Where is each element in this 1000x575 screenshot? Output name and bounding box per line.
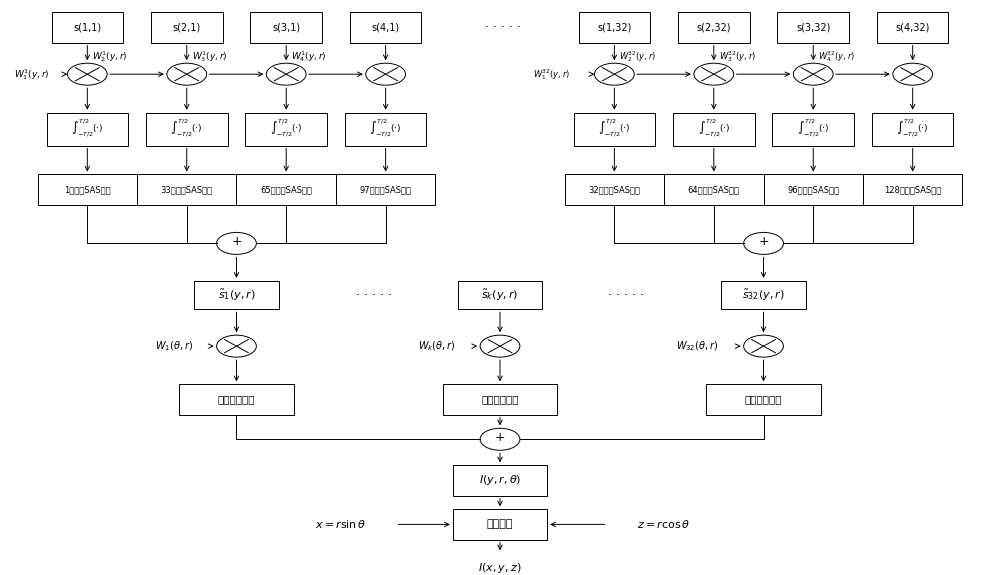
Text: $I(x,y,z)$: $I(x,y,z)$ (478, 561, 522, 575)
FancyBboxPatch shape (877, 13, 948, 43)
Text: s(2,1): s(2,1) (173, 22, 201, 33)
Text: s(1,32): s(1,32) (597, 22, 632, 33)
Text: $\int_{-T/2}^{T/2}(\cdot)$: $\int_{-T/2}^{T/2}(\cdot)$ (598, 118, 631, 140)
Text: $W_1^{32}(y,r)$: $W_1^{32}(y,r)$ (533, 67, 570, 82)
Text: 虚元相移数据: 虚元相移数据 (745, 394, 782, 404)
Text: $\int_{-T/2}^{T/2}(\cdot)$: $\int_{-T/2}^{T/2}(\cdot)$ (896, 118, 929, 140)
FancyBboxPatch shape (453, 465, 547, 496)
FancyBboxPatch shape (336, 174, 435, 205)
Text: $\tilde{s}_1(y,r)$: $\tilde{s}_1(y,r)$ (218, 288, 255, 302)
FancyBboxPatch shape (872, 113, 953, 145)
Text: 虚元相移数据: 虚元相移数据 (218, 394, 255, 404)
Text: s(4,32): s(4,32) (896, 22, 930, 33)
Text: 1号阵元SAS图像: 1号阵元SAS图像 (64, 185, 111, 194)
Text: s(3,32): s(3,32) (796, 22, 830, 33)
Text: · · · · ·: · · · · · (608, 289, 644, 301)
Text: $\int_{-T/2}^{T/2}(\cdot)$: $\int_{-T/2}^{T/2}(\cdot)$ (369, 118, 402, 140)
Text: $W_3^1(y,r)$: $W_3^1(y,r)$ (192, 49, 227, 63)
Text: $W_3^{32}(y,r)$: $W_3^{32}(y,r)$ (719, 49, 756, 63)
Text: s(1,1): s(1,1) (73, 22, 101, 33)
FancyBboxPatch shape (721, 281, 806, 309)
Text: 32号阵元SAS图像: 32号阵元SAS图像 (588, 185, 640, 194)
Text: $x=r\sin\theta$: $x=r\sin\theta$ (315, 519, 367, 530)
Text: +: + (758, 235, 769, 248)
Text: $\int_{-T/2}^{T/2}(\cdot)$: $\int_{-T/2}^{T/2}(\cdot)$ (698, 118, 730, 140)
Text: $W_{32}(\theta,r)$: $W_{32}(\theta,r)$ (676, 339, 718, 353)
Text: $W_k(\theta,r)$: $W_k(\theta,r)$ (418, 339, 456, 353)
Text: $W_1(\theta,r)$: $W_1(\theta,r)$ (155, 339, 193, 353)
Text: $I(y,r,\theta)$: $I(y,r,\theta)$ (479, 473, 521, 488)
FancyBboxPatch shape (574, 113, 655, 145)
FancyBboxPatch shape (345, 113, 426, 145)
Text: $\int_{-T/2}^{T/2}(\cdot)$: $\int_{-T/2}^{T/2}(\cdot)$ (270, 118, 302, 140)
FancyBboxPatch shape (236, 174, 336, 205)
FancyBboxPatch shape (863, 174, 962, 205)
Text: $\tilde{s}_k(y,r)$: $\tilde{s}_k(y,r)$ (481, 288, 519, 302)
FancyBboxPatch shape (579, 13, 650, 43)
Text: $\int_{-T/2}^{T/2}(\cdot)$: $\int_{-T/2}^{T/2}(\cdot)$ (797, 118, 830, 140)
FancyBboxPatch shape (664, 174, 764, 205)
Text: $W_4^{32}(y,r)$: $W_4^{32}(y,r)$ (818, 49, 855, 63)
FancyBboxPatch shape (453, 553, 547, 575)
FancyBboxPatch shape (38, 174, 137, 205)
Text: 97号阵元SAS图像: 97号阵元SAS图像 (360, 185, 412, 194)
FancyBboxPatch shape (47, 113, 128, 145)
FancyBboxPatch shape (678, 13, 750, 43)
FancyBboxPatch shape (772, 113, 854, 145)
Text: s(3,1): s(3,1) (272, 22, 300, 33)
FancyBboxPatch shape (151, 13, 223, 43)
FancyBboxPatch shape (52, 13, 123, 43)
Text: $\tilde{s}_{32}(y,r)$: $\tilde{s}_{32}(y,r)$ (742, 288, 785, 302)
FancyBboxPatch shape (673, 113, 755, 145)
Text: 64号阵元SAS图像: 64号阵元SAS图像 (688, 185, 740, 194)
Text: $W_1^1(y,r)$: $W_1^1(y,r)$ (14, 67, 49, 82)
FancyBboxPatch shape (565, 174, 664, 205)
FancyBboxPatch shape (194, 281, 279, 309)
Text: $\int_{-T/2}^{T/2}(\cdot)$: $\int_{-T/2}^{T/2}(\cdot)$ (170, 118, 203, 140)
Text: 96号阵元SAS图像: 96号阵元SAS图像 (787, 185, 839, 194)
Text: $W_2^{32}(y,r)$: $W_2^{32}(y,r)$ (619, 49, 657, 63)
Text: $z=r\cos\theta$: $z=r\cos\theta$ (637, 519, 691, 530)
FancyBboxPatch shape (777, 13, 849, 43)
FancyBboxPatch shape (137, 174, 236, 205)
Text: +: + (495, 431, 505, 444)
Text: $W_4^1(y,r)$: $W_4^1(y,r)$ (291, 49, 327, 63)
FancyBboxPatch shape (764, 174, 863, 205)
FancyBboxPatch shape (245, 113, 327, 145)
Text: s(2,32): s(2,32) (697, 22, 731, 33)
FancyBboxPatch shape (458, 281, 542, 309)
FancyBboxPatch shape (706, 384, 821, 415)
Text: $W_2^1(y,r)$: $W_2^1(y,r)$ (92, 49, 128, 63)
FancyBboxPatch shape (146, 113, 228, 145)
FancyBboxPatch shape (250, 13, 322, 43)
Text: 33号阵元SAS图像: 33号阵元SAS图像 (161, 185, 213, 194)
FancyBboxPatch shape (350, 13, 421, 43)
Text: · · · · ·: · · · · · (356, 289, 392, 301)
FancyBboxPatch shape (443, 384, 557, 415)
Text: · · · · ·: · · · · · (485, 21, 521, 34)
Text: s(4,1): s(4,1) (372, 22, 400, 33)
Text: 65号阵元SAS图像: 65号阵元SAS图像 (260, 185, 312, 194)
Text: 坐标变换: 坐标变换 (487, 519, 513, 530)
Text: +: + (231, 235, 242, 248)
FancyBboxPatch shape (453, 509, 547, 539)
Text: $\int_{-T/2}^{T/2}(\cdot)$: $\int_{-T/2}^{T/2}(\cdot)$ (71, 118, 104, 140)
FancyBboxPatch shape (179, 384, 294, 415)
Text: 虚元相移数据: 虚元相移数据 (481, 394, 519, 404)
Text: 128号阵元SAS图像: 128号阵元SAS图像 (884, 185, 941, 194)
